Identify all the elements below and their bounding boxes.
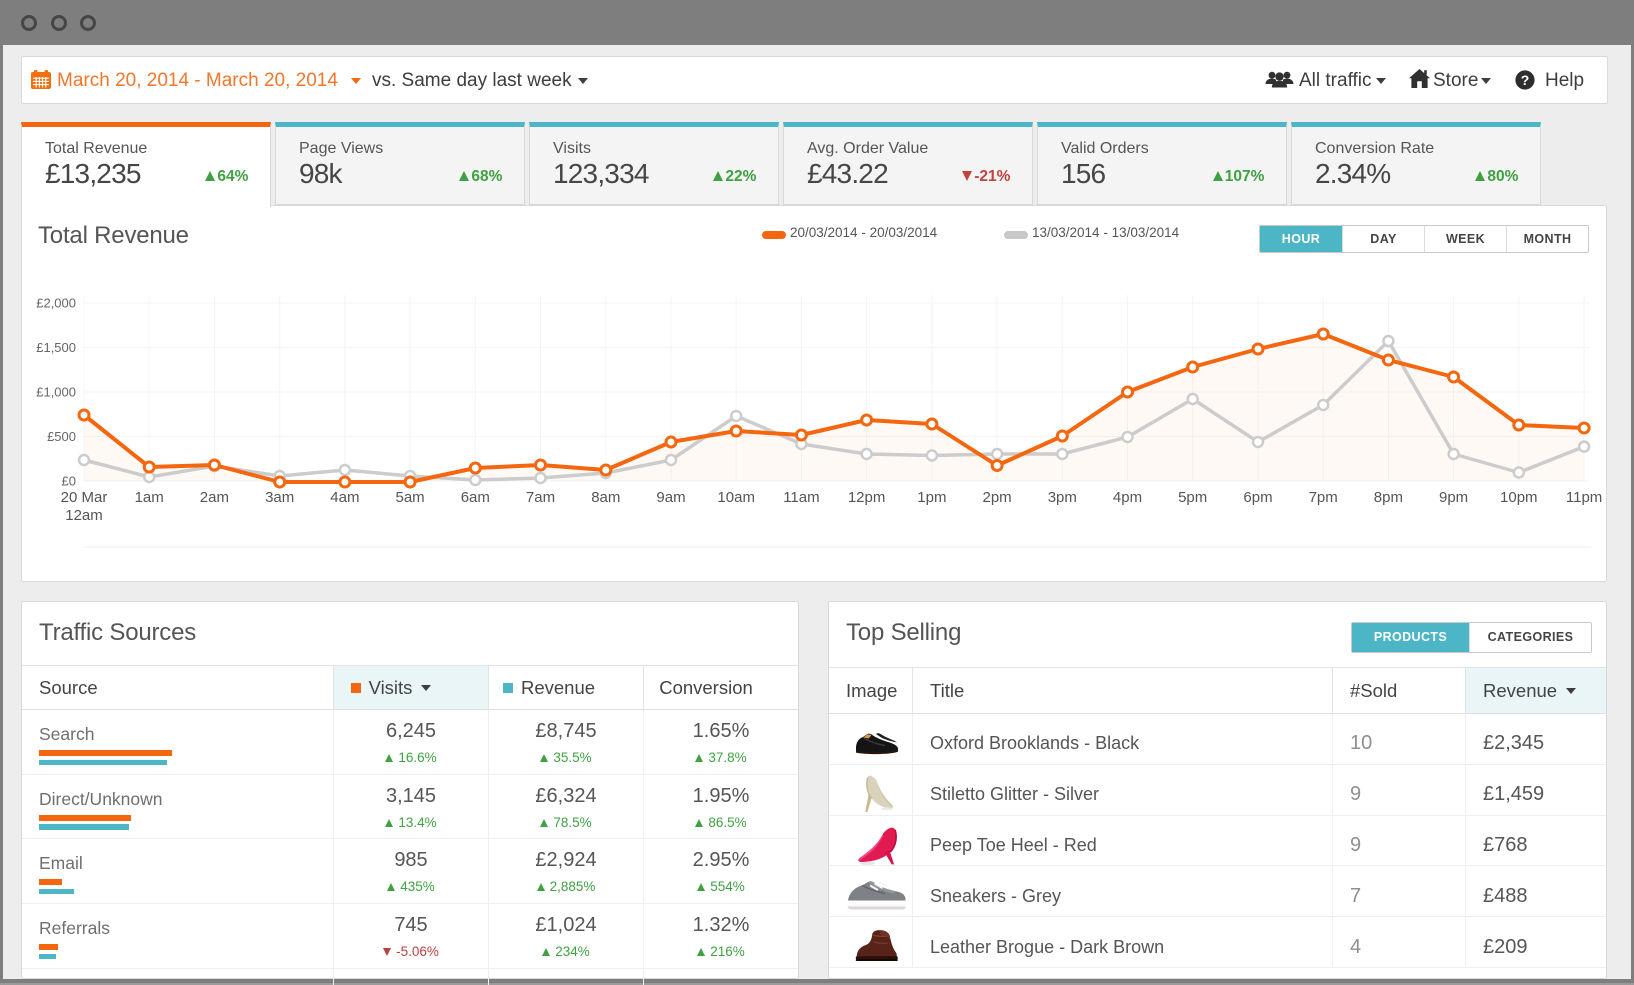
svg-text:7am: 7am — [526, 489, 555, 506]
svg-text:6pm: 6pm — [1243, 489, 1272, 506]
svg-text:6am: 6am — [461, 489, 490, 506]
svg-text:4am: 4am — [330, 489, 359, 506]
svg-text:£500: £500 — [47, 429, 76, 444]
svg-text:4pm: 4pm — [1113, 489, 1142, 506]
svg-text:9pm: 9pm — [1439, 489, 1468, 506]
svg-text:£1,000: £1,000 — [36, 385, 76, 400]
svg-text:7pm: 7pm — [1309, 489, 1338, 506]
svg-text:9am: 9am — [656, 489, 685, 506]
svg-text:8pm: 8pm — [1374, 489, 1403, 506]
svg-text:3pm: 3pm — [1048, 489, 1077, 506]
svg-text:2pm: 2pm — [983, 489, 1012, 506]
svg-text:3am: 3am — [265, 489, 294, 506]
svg-text:10pm: 10pm — [1500, 489, 1538, 506]
svg-text:8am: 8am — [591, 489, 620, 506]
svg-text:2am: 2am — [200, 489, 229, 506]
svg-text:£0: £0 — [62, 474, 76, 489]
svg-text:5pm: 5pm — [1178, 489, 1207, 506]
svg-text:5am: 5am — [396, 489, 425, 506]
svg-text:12am: 12am — [65, 507, 103, 524]
svg-text:£2,000: £2,000 — [36, 296, 76, 311]
svg-text:20 Mar: 20 Mar — [61, 489, 108, 506]
svg-text:£1,500: £1,500 — [36, 340, 76, 355]
svg-text:11pm: 11pm — [1566, 489, 1602, 506]
svg-text:?: ? — [1521, 72, 1530, 88]
svg-text:11am: 11am — [783, 489, 819, 506]
svg-text:12pm: 12pm — [848, 489, 886, 506]
svg-text:1am: 1am — [135, 489, 164, 506]
svg-text:10am: 10am — [717, 489, 755, 506]
svg-text:1pm: 1pm — [917, 489, 946, 506]
